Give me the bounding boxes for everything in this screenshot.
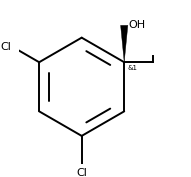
Text: OH: OH	[129, 20, 146, 30]
Polygon shape	[121, 25, 128, 62]
Text: Cl: Cl	[76, 168, 87, 177]
Text: Cl: Cl	[1, 42, 11, 52]
Text: &1: &1	[127, 65, 137, 72]
